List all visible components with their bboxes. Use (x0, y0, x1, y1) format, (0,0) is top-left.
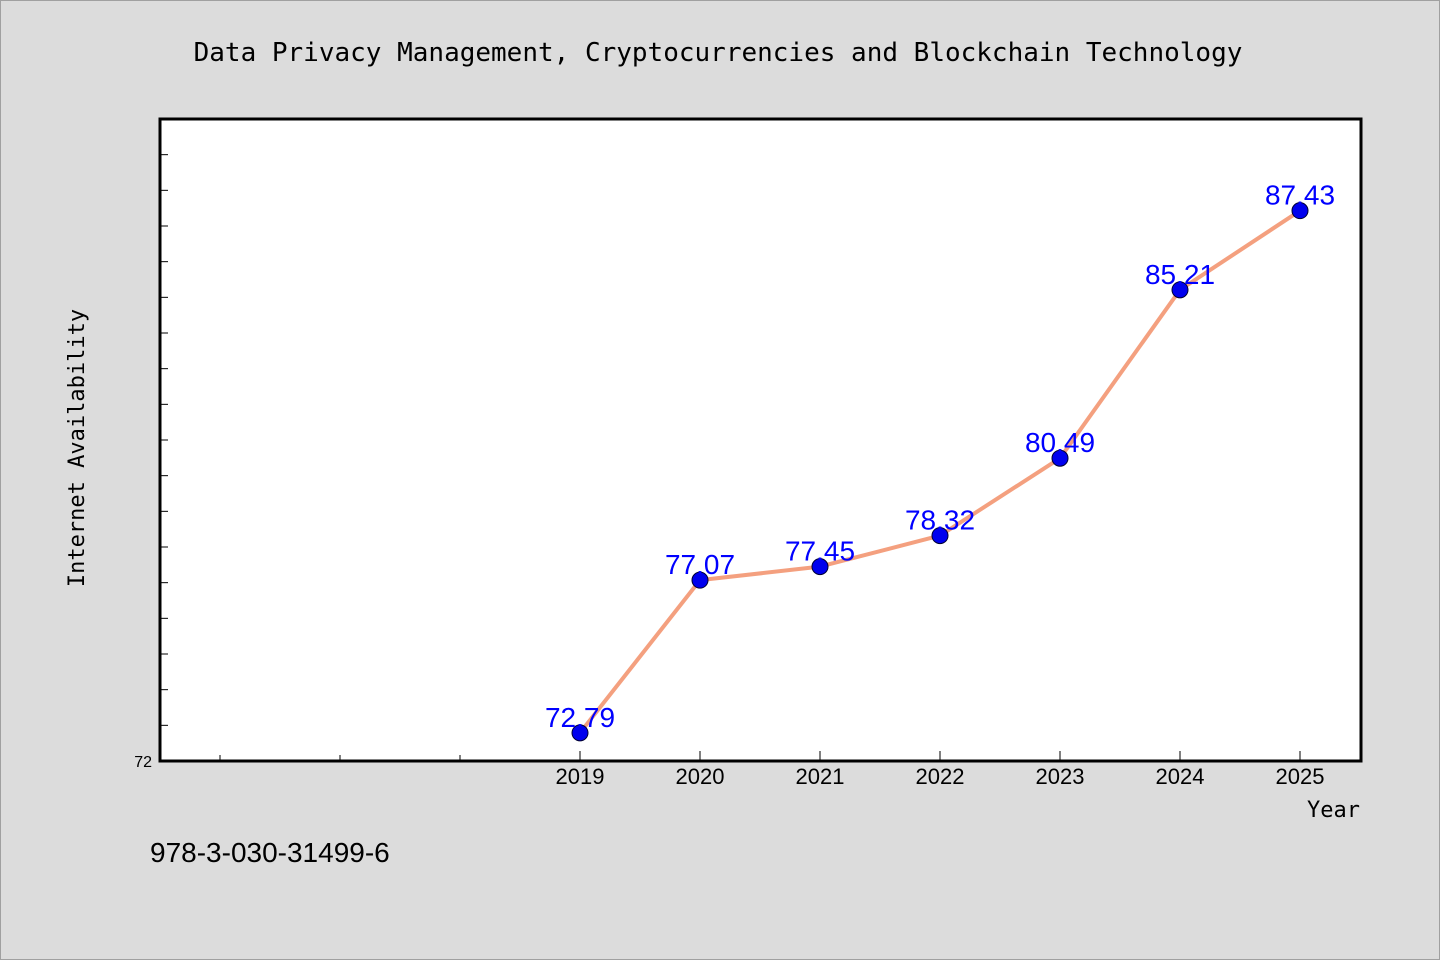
isbn-label: 978-3-030-31499-6 (150, 837, 390, 868)
data-point (571, 724, 589, 742)
data-label: 77.07 (665, 549, 735, 580)
data-labels: 72.79 77.07 77.45 78.32 80.49 85.21 87.43 (545, 180, 1335, 733)
data-point (1291, 202, 1309, 220)
data-point (1051, 449, 1069, 467)
x-tick-label: 2020 (676, 764, 725, 789)
data-point (691, 571, 709, 589)
y-tick-label: 72 (134, 754, 152, 771)
data-label: 72.79 (545, 702, 615, 733)
x-tick-labels: 2019 2020 2021 2022 2023 2024 2025 (556, 764, 1325, 789)
plot-area (158, 117, 1363, 763)
data-label: 85.21 (1145, 259, 1215, 290)
x-tick-label: 2024 (1156, 764, 1205, 789)
data-label: 77.45 (785, 536, 855, 567)
data-markers (571, 202, 1309, 742)
data-point (811, 558, 829, 576)
chart-title: Data Privacy Management, Cryptocurrencie… (194, 38, 1243, 68)
data-label: 78.32 (905, 505, 975, 536)
data-point (1171, 281, 1189, 299)
y-axis-ticks (160, 154, 168, 762)
x-axis-ticks (219, 751, 1301, 761)
x-tick-label: 2019 (556, 764, 605, 789)
data-label: 80.49 (1025, 427, 1095, 458)
x-axis-title: Year (1307, 798, 1360, 823)
x-tick-label: 2021 (796, 764, 845, 789)
x-tick-label: 2025 (1276, 764, 1325, 789)
x-tick-label: 2023 (1036, 764, 1085, 789)
data-point (931, 527, 949, 545)
y-tick-labels: 72 (134, 754, 152, 771)
data-label: 87.43 (1265, 180, 1335, 211)
x-tick-label: 2022 (916, 764, 965, 789)
y-axis-title: Internet Availability (65, 309, 90, 587)
